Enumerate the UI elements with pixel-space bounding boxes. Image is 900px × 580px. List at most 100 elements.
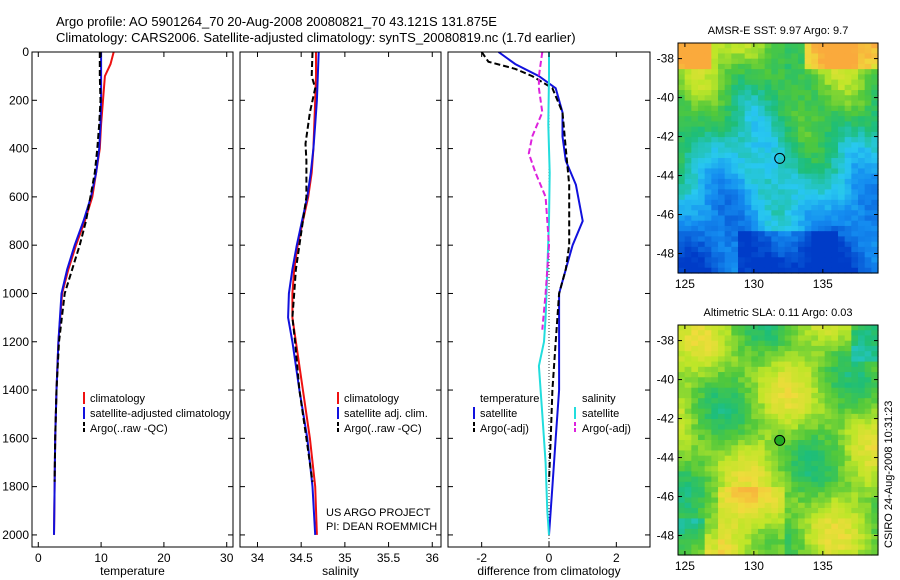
map-cell [871, 528, 879, 535]
map-cell [764, 252, 772, 258]
map-cell [778, 466, 786, 472]
map-cell [711, 424, 719, 431]
map-cell [864, 205, 872, 211]
map-cell [831, 225, 839, 232]
map-cell [778, 392, 786, 399]
map-cell [704, 377, 712, 384]
map-cell [724, 455, 732, 462]
map-cell [851, 434, 859, 441]
map-cell [764, 340, 772, 347]
map-cell [804, 252, 812, 258]
map-cell [858, 58, 866, 65]
map-cell [831, 450, 839, 457]
map-cell [724, 392, 732, 399]
map-cell [738, 549, 746, 556]
map-cell [724, 544, 732, 551]
map-cell [838, 184, 846, 190]
map-cell [804, 424, 812, 431]
map-cell [678, 126, 686, 133]
map-cell [751, 79, 759, 86]
map-title: Altimetric SLA: 0.11 Argo: 0.03 [704, 307, 853, 319]
map-cell [711, 178, 719, 185]
map-cell [731, 257, 739, 264]
map-cell [778, 502, 786, 509]
map-cell [811, 544, 819, 551]
map-cell [698, 257, 706, 264]
map-cell [864, 544, 872, 551]
map-cell [764, 377, 772, 384]
map-cell [718, 225, 726, 232]
map-cell [811, 372, 819, 378]
map-cell [738, 523, 746, 530]
map-cell [818, 252, 826, 258]
map-cell [731, 121, 739, 128]
map-cell [724, 361, 732, 368]
map-cell [784, 126, 792, 133]
map-cell [751, 497, 759, 504]
map-cell [764, 110, 772, 117]
map-cell [851, 74, 859, 81]
map-cell [764, 158, 772, 164]
map-cell [711, 398, 719, 405]
map-cell [858, 549, 866, 556]
map-cell [831, 335, 839, 342]
map-cell [711, 455, 719, 462]
map-cell [698, 205, 706, 211]
map-cell [798, 194, 806, 201]
map-cell [851, 152, 859, 159]
map-cell [851, 549, 859, 556]
map-cell [811, 549, 819, 556]
map-cell [724, 58, 732, 65]
map-cell [738, 382, 746, 389]
map-cell [851, 440, 859, 446]
map-cell [744, 236, 752, 243]
map-cell [731, 199, 739, 206]
map-cell [784, 147, 792, 154]
map-cell [864, 84, 872, 91]
map-cell [758, 398, 766, 405]
map-cell [711, 544, 719, 551]
map-cell [724, 189, 732, 196]
map-cell [838, 476, 846, 483]
map-cell [804, 63, 812, 70]
map-cell [778, 372, 786, 378]
map-cell [804, 142, 812, 149]
map-cell [791, 330, 799, 337]
map-cell [778, 325, 786, 331]
map-cell [778, 79, 786, 86]
map-cell [691, 471, 699, 478]
map-cell [871, 84, 879, 91]
map-cell [818, 372, 826, 378]
header-line-2: Climatology: CARS2006. Satellite-adjuste… [56, 30, 576, 45]
map-cell [738, 267, 746, 274]
map-cell [744, 225, 752, 232]
map-cell [724, 142, 732, 149]
map-cell [778, 528, 786, 535]
map-cell [764, 507, 772, 514]
map-cell [844, 241, 852, 248]
map-cell [791, 184, 799, 190]
map-cell [791, 74, 799, 81]
map-cell [858, 121, 866, 128]
map-cell [811, 502, 819, 509]
map-cell [771, 257, 779, 264]
map-cell [844, 382, 852, 389]
map-cell [704, 356, 712, 363]
map-cell [758, 137, 766, 143]
map-cell [704, 487, 712, 493]
map-cell [798, 544, 806, 551]
map-cell [718, 95, 726, 102]
map-cell [811, 403, 819, 410]
map-cell [871, 507, 879, 514]
map-cell [684, 110, 692, 117]
map-cell [704, 95, 712, 102]
map-cell [731, 351, 739, 357]
map-cell [784, 471, 792, 478]
map-cell [691, 79, 699, 86]
map-cell [871, 257, 879, 264]
map-cell [851, 79, 859, 86]
map-cell [864, 424, 872, 431]
map-cell [684, 413, 692, 420]
map-cell [864, 445, 872, 452]
map-cell [764, 262, 772, 269]
